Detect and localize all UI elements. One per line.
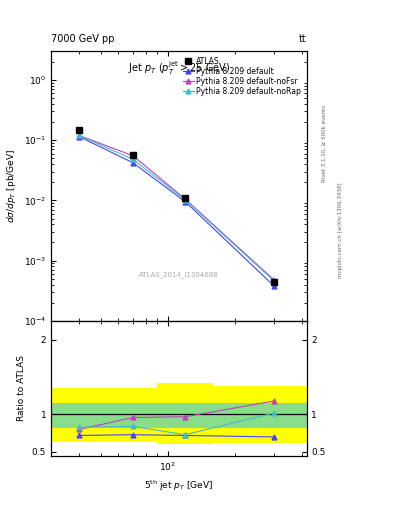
Pythia 8.209 default-noFsr (77, 132, 81, 138)
Pythia 8.209 default-noFsr (131, 153, 136, 159)
Pythia 8.209 default-noFsr (272, 277, 276, 283)
Pythia 8.209 default-noRap (183, 197, 187, 203)
ATLAS (183, 195, 187, 201)
Text: mcplots.cern.ch [arXiv:1306.3436]: mcplots.cern.ch [arXiv:1306.3436] (338, 183, 343, 278)
Pythia 8.209 default (183, 199, 187, 205)
ATLAS (131, 152, 136, 158)
Line: Pythia 8.209 default: Pythia 8.209 default (77, 134, 276, 288)
ATLAS (272, 279, 276, 285)
Text: 7000 GeV pp: 7000 GeV pp (51, 33, 115, 44)
Line: Pythia 8.209 default-noRap: Pythia 8.209 default-noRap (77, 133, 276, 283)
Pythia 8.209 default-noRap (272, 278, 276, 284)
Text: ATLAS_2014_I1304688: ATLAS_2014_I1304688 (139, 272, 219, 279)
Line: Pythia 8.209 default-noFsr: Pythia 8.209 default-noFsr (77, 133, 276, 282)
Legend: ATLAS, Pythia 8.209 default, Pythia 8.209 default-noFsr, Pythia 8.209 default-no: ATLAS, Pythia 8.209 default, Pythia 8.20… (181, 55, 303, 97)
ATLAS (77, 127, 81, 134)
Pythia 8.209 default-noRap (131, 156, 136, 162)
Y-axis label: Ratio to ATLAS: Ratio to ATLAS (17, 355, 26, 421)
Pythia 8.209 default (131, 160, 136, 166)
Pythia 8.209 default (77, 134, 81, 140)
Pythia 8.209 default-noRap (77, 132, 81, 138)
Y-axis label: $d\sigma/dp_T$ [pb/GeV]: $d\sigma/dp_T$ [pb/GeV] (5, 149, 18, 223)
X-axis label: $5^{\mathrm{th}}$ jet $p_T$ [GeV]: $5^{\mathrm{th}}$ jet $p_T$ [GeV] (144, 479, 213, 493)
Text: tt: tt (299, 33, 307, 44)
Pythia 8.209 default-noFsr (183, 196, 187, 202)
Text: Jet $p_T$ ($p_T^{\mathrm{jet}}>25$ GeV): Jet $p_T$ ($p_T^{\mathrm{jet}}>25$ GeV) (128, 59, 230, 77)
Line: ATLAS: ATLAS (76, 127, 277, 285)
Text: Rivet 3.1.10, ≥ 500k events: Rivet 3.1.10, ≥ 500k events (322, 105, 327, 182)
Pythia 8.209 default (272, 283, 276, 289)
